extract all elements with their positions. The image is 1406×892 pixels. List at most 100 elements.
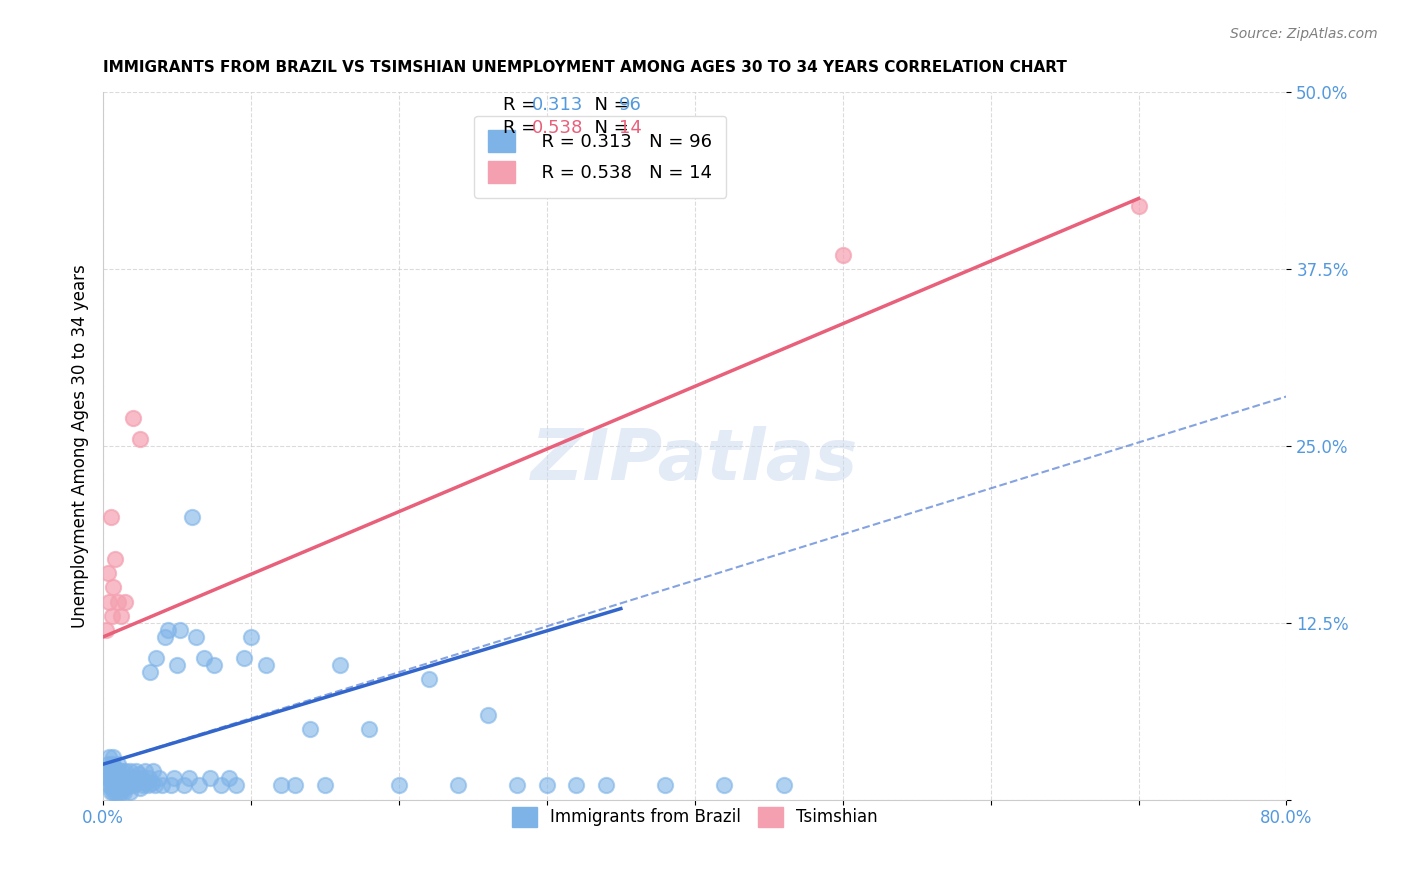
Point (122, 772, 145, 786)
Point (101, 757, 124, 772)
Point (98, 594, 121, 608)
Point (121, 778, 143, 792)
Point (166, 658, 188, 673)
Point (104, 785, 127, 799)
Text: N =: N = (583, 96, 636, 114)
Point (188, 778, 211, 792)
Point (254, 658, 277, 673)
Text: IMMIGRANTS FROM BRAZIL VS TSIMSHIAN UNEMPLOYMENT AMONG AGES 30 TO 34 YEARS CORRE: IMMIGRANTS FROM BRAZIL VS TSIMSHIAN UNEM… (103, 60, 1067, 75)
Text: 96: 96 (619, 96, 641, 114)
Point (118, 764, 141, 779)
Point (108, 764, 131, 779)
Point (103, 750, 125, 764)
Point (138, 772, 160, 786)
Point (225, 778, 247, 792)
Point (713, 778, 735, 792)
Point (329, 658, 352, 673)
Point (134, 764, 156, 779)
Point (100, 775, 122, 789)
Point (173, 778, 195, 792)
Point (129, 432, 152, 446)
Point (314, 778, 336, 792)
Point (114, 594, 136, 608)
Point (148, 772, 170, 786)
Point (418, 673, 440, 687)
Point (150, 778, 173, 792)
Point (177, 772, 200, 786)
Point (110, 608, 132, 623)
Point (105, 767, 128, 781)
Point (169, 623, 191, 637)
Text: ZIPatlas: ZIPatlas (531, 425, 859, 495)
Point (447, 778, 470, 792)
Point (121, 410, 143, 425)
Point (107, 778, 129, 792)
Point (101, 608, 124, 623)
Point (127, 775, 149, 789)
Y-axis label: Unemployment Among Ages 30 to 34 years: Unemployment Among Ages 30 to 34 years (72, 264, 89, 628)
Point (112, 772, 135, 786)
Point (115, 778, 138, 792)
Point (101, 772, 124, 786)
Point (107, 785, 129, 799)
Point (142, 764, 165, 779)
Point (100, 761, 122, 775)
Text: 0.538: 0.538 (531, 120, 583, 137)
Point (100, 767, 122, 781)
Text: R =: R = (503, 120, 543, 137)
Point (232, 651, 254, 665)
Point (536, 778, 558, 792)
Point (112, 785, 135, 799)
Point (193, 651, 215, 665)
Point (136, 778, 159, 792)
Point (139, 665, 162, 680)
Point (160, 778, 183, 792)
Point (104, 552, 127, 566)
Point (157, 623, 180, 637)
Point (388, 778, 411, 792)
Point (97, 772, 120, 786)
Point (1128, 198, 1150, 212)
Point (114, 781, 136, 796)
Point (128, 767, 150, 781)
Point (98, 750, 121, 764)
Point (118, 785, 141, 799)
Point (97, 566, 120, 581)
Point (103, 764, 125, 779)
Point (104, 761, 127, 775)
Point (240, 630, 263, 644)
Point (180, 509, 202, 524)
Point (120, 775, 142, 789)
Point (94, 764, 117, 779)
Point (284, 778, 307, 792)
Point (565, 778, 588, 792)
Point (107, 757, 129, 772)
Point (772, 778, 794, 792)
Point (103, 785, 125, 799)
Point (94, 623, 117, 637)
Point (198, 772, 221, 786)
Text: N =: N = (583, 120, 636, 137)
Point (143, 778, 166, 792)
Point (132, 778, 155, 792)
Text: R =: R = (503, 96, 543, 114)
Point (107, 594, 129, 608)
Point (202, 658, 225, 673)
Point (114, 764, 136, 779)
Text: 14: 14 (619, 120, 641, 137)
Point (135, 775, 157, 789)
Point (107, 772, 129, 786)
Point (595, 778, 617, 792)
Point (103, 581, 125, 595)
Point (831, 248, 853, 262)
Point (105, 781, 128, 796)
Point (117, 772, 139, 786)
Point (218, 772, 240, 786)
Point (155, 630, 177, 644)
Legend: Immigrants from Brazil, Tsimshian: Immigrants from Brazil, Tsimshian (505, 800, 884, 834)
Point (131, 772, 153, 786)
Point (124, 764, 146, 779)
Point (108, 781, 131, 796)
Text: 0.313: 0.313 (531, 96, 583, 114)
Point (270, 778, 292, 792)
